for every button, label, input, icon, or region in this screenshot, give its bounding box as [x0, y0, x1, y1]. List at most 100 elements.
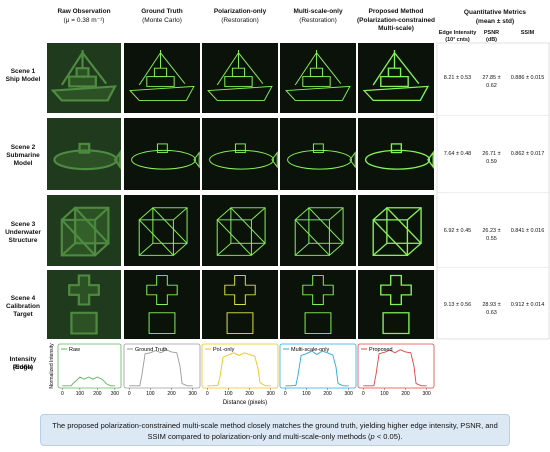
frame-edge — [372, 242, 388, 256]
frame-edge — [294, 207, 310, 221]
metric-value: 9.13 ± 0.56 — [443, 301, 472, 308]
sub-fin — [271, 151, 278, 169]
square-target — [304, 312, 332, 334]
x-tick-label: 0 — [206, 391, 209, 397]
frame-back — [230, 207, 266, 244]
column-title: Polarization-only — [213, 8, 267, 15]
cross — [146, 275, 178, 305]
caption: The proposed polarization-constrained mu… — [40, 414, 510, 446]
scene-object — [60, 206, 110, 257]
ship-hull — [129, 85, 195, 101]
scene-image — [202, 195, 278, 266]
scene-image — [124, 43, 200, 113]
scene-name: Scene 1 — [10, 68, 36, 75]
frame-edge — [173, 207, 188, 221]
metric-value: 0.912 ± 0.014 — [510, 301, 545, 308]
x-tick-label: 100 — [380, 391, 389, 397]
frame-edge — [74, 207, 110, 244]
scene-image — [202, 270, 278, 339]
profile-line — [285, 350, 349, 387]
sub-tower — [390, 143, 403, 154]
sub-tower — [234, 143, 246, 154]
profile-line — [62, 376, 115, 387]
scene-image — [47, 43, 121, 113]
frame-edge — [329, 242, 344, 256]
metrics-header: PSNR (dB) — [483, 30, 500, 43]
metric-value: 28.93 ± 0.63 — [482, 301, 501, 316]
square-target — [226, 312, 254, 334]
scene-image — [202, 118, 278, 190]
image-background — [202, 43, 278, 113]
scene-label: Calibration Target — [6, 302, 40, 318]
scene-image — [358, 118, 434, 190]
y-axis-label: Normalized Intensity — [49, 343, 55, 389]
frame-edge — [94, 207, 110, 221]
ship-rig — [238, 52, 264, 84]
ship-rig — [316, 52, 342, 84]
ship-rig — [81, 52, 108, 85]
scene-object — [364, 143, 434, 170]
scene-object — [146, 275, 178, 334]
frame-edge — [372, 219, 408, 256]
scene-image — [124, 195, 200, 266]
x-tick-label: 0 — [362, 391, 365, 397]
scene-object — [138, 207, 188, 256]
profile-line — [207, 352, 271, 387]
frame-back — [152, 207, 188, 244]
plot-frame — [57, 343, 122, 389]
metrics-table-border — [436, 42, 550, 340]
scene-object — [207, 50, 273, 101]
frame-edge — [406, 207, 422, 221]
scene-image — [358, 270, 434, 339]
x-tick-label: 200 — [323, 391, 332, 397]
frame-edge — [216, 242, 232, 256]
frame-front — [294, 219, 330, 256]
ship-rig — [216, 52, 239, 86]
x-tick-label: 200 — [401, 391, 410, 397]
sub-tower — [78, 142, 91, 154]
profile-line — [363, 349, 427, 387]
scene-image — [280, 195, 356, 266]
scene-image — [47, 118, 121, 190]
frame-edge — [406, 242, 422, 256]
metric-value: 0.841 ± 0.016 — [510, 227, 545, 234]
cross — [224, 275, 256, 305]
metric-value: 0.862 ± 0.017 — [510, 151, 545, 157]
scene-name: Scene 3 — [10, 220, 36, 228]
sub-hull — [364, 149, 431, 170]
scene-label: Underwater Structure — [5, 228, 41, 244]
scene-object — [302, 275, 334, 334]
frame-back — [308, 207, 344, 244]
scene-object — [362, 50, 430, 102]
frame-edge — [329, 207, 344, 221]
column-subtitle: (Polarization-constrained Multi-scale) — [356, 17, 435, 32]
frame-edge — [60, 219, 96, 257]
legend-label: Ground Truth — [135, 347, 167, 353]
scene-name: Scene 2 — [10, 144, 36, 151]
frame-edge — [386, 207, 422, 244]
frame-edge — [251, 242, 266, 256]
profile-label: Intensity Profile — [9, 356, 37, 371]
x-tick-label: 200 — [93, 391, 102, 397]
sub-tower — [156, 143, 168, 154]
column-subtitle: (Restoration) — [221, 17, 259, 24]
cross — [380, 274, 412, 306]
column-subtitle: (Restoration) — [299, 17, 337, 24]
x-axis-label: Distance (pixels) — [223, 400, 267, 406]
sub-fin — [427, 150, 434, 170]
square-target — [70, 311, 98, 335]
metric-value: 26.23 ± 0.55 — [482, 227, 501, 242]
ship-hull — [50, 85, 117, 102]
frame-edge — [230, 207, 266, 244]
frame-front — [372, 219, 409, 256]
frame-edge — [61, 207, 76, 221]
scene-object — [68, 274, 100, 335]
column-subtitle: (μ = 0.38 m⁻¹) — [63, 17, 105, 24]
image-background — [358, 43, 434, 113]
ship-rig — [160, 52, 186, 84]
scene-object — [129, 50, 195, 101]
metrics-subtitle: (mean ± std) — [475, 18, 515, 25]
x-tick-label: 0 — [61, 391, 64, 397]
scene-label: Ship Model — [5, 76, 41, 83]
x-tick-label: 100 — [224, 391, 233, 397]
